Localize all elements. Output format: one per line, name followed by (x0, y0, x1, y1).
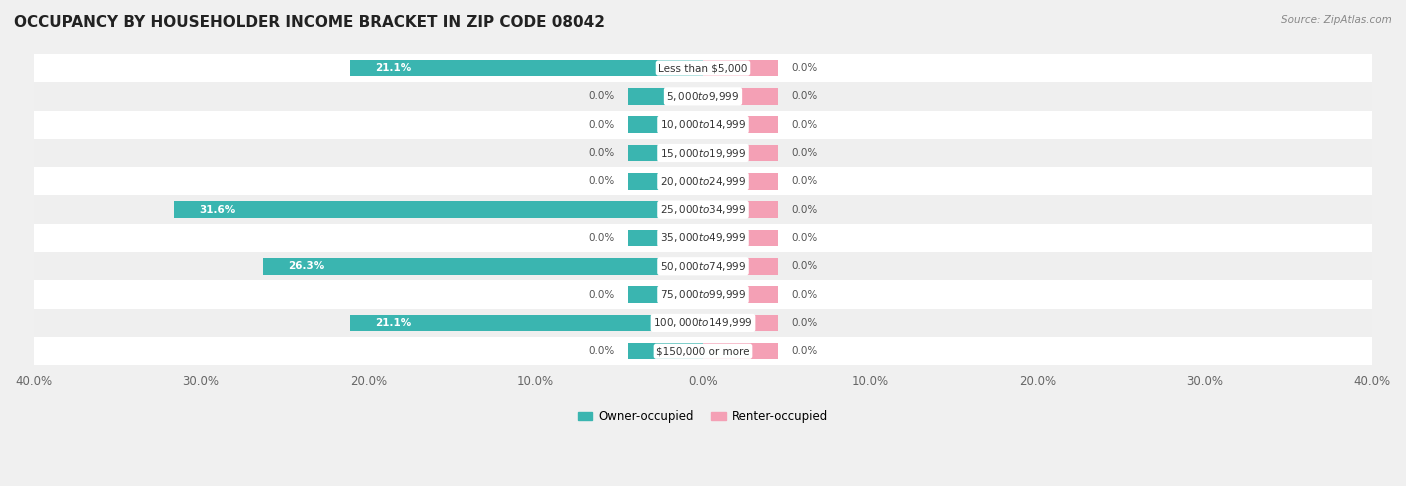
Text: $15,000 to $19,999: $15,000 to $19,999 (659, 146, 747, 159)
Text: 0.0%: 0.0% (588, 290, 614, 299)
Text: $150,000 or more: $150,000 or more (657, 346, 749, 356)
Bar (34, 309, 1372, 337)
Text: 31.6%: 31.6% (200, 205, 235, 215)
Text: $10,000 to $14,999: $10,000 to $14,999 (659, 118, 747, 131)
Text: 0.0%: 0.0% (588, 148, 614, 158)
Text: 0.0%: 0.0% (792, 176, 818, 186)
Text: Less than $5,000: Less than $5,000 (658, 63, 748, 73)
Bar (34, 167, 1372, 195)
Bar (263, 258, 703, 275)
Bar (703, 230, 779, 246)
Text: $5,000 to $9,999: $5,000 to $9,999 (666, 90, 740, 103)
Text: $50,000 to $74,999: $50,000 to $74,999 (659, 260, 747, 273)
Bar (703, 286, 779, 303)
Text: 0.0%: 0.0% (792, 261, 818, 271)
Bar (703, 201, 779, 218)
Bar (627, 117, 703, 133)
Bar (34, 139, 1372, 167)
Bar (703, 173, 779, 190)
Text: 0.0%: 0.0% (588, 233, 614, 243)
Text: 0.0%: 0.0% (588, 91, 614, 102)
Bar (34, 252, 1372, 280)
Legend: Owner-occupied, Renter-occupied: Owner-occupied, Renter-occupied (574, 406, 832, 428)
Bar (703, 258, 779, 275)
Bar (703, 343, 779, 360)
Bar (627, 286, 703, 303)
Text: 0.0%: 0.0% (792, 346, 818, 356)
Bar (703, 60, 779, 76)
Text: 21.1%: 21.1% (375, 318, 411, 328)
Text: $100,000 to $149,999: $100,000 to $149,999 (654, 316, 752, 330)
Bar (703, 88, 779, 104)
Text: $20,000 to $24,999: $20,000 to $24,999 (659, 175, 747, 188)
Bar (34, 54, 1372, 82)
Text: $25,000 to $34,999: $25,000 to $34,999 (659, 203, 747, 216)
Text: 0.0%: 0.0% (588, 346, 614, 356)
Bar (34, 337, 1372, 365)
Text: Source: ZipAtlas.com: Source: ZipAtlas.com (1281, 15, 1392, 25)
Text: 21.1%: 21.1% (375, 63, 411, 73)
Bar (174, 201, 703, 218)
Text: 0.0%: 0.0% (792, 91, 818, 102)
Bar (627, 343, 703, 360)
Text: 0.0%: 0.0% (792, 318, 818, 328)
Text: 0.0%: 0.0% (792, 233, 818, 243)
Bar (34, 280, 1372, 309)
Bar (703, 145, 779, 161)
Text: 0.0%: 0.0% (588, 176, 614, 186)
Bar (627, 230, 703, 246)
Bar (627, 88, 703, 104)
Bar (703, 117, 779, 133)
Bar (350, 315, 703, 331)
Text: OCCUPANCY BY HOUSEHOLDER INCOME BRACKET IN ZIP CODE 08042: OCCUPANCY BY HOUSEHOLDER INCOME BRACKET … (14, 15, 605, 30)
Bar (703, 315, 779, 331)
Text: $35,000 to $49,999: $35,000 to $49,999 (659, 231, 747, 244)
Text: 0.0%: 0.0% (792, 205, 818, 215)
Bar (34, 82, 1372, 110)
Text: 0.0%: 0.0% (792, 290, 818, 299)
Bar (627, 173, 703, 190)
Text: $75,000 to $99,999: $75,000 to $99,999 (659, 288, 747, 301)
Bar (34, 224, 1372, 252)
Text: 0.0%: 0.0% (792, 148, 818, 158)
Text: 0.0%: 0.0% (588, 120, 614, 130)
Bar (34, 195, 1372, 224)
Text: 0.0%: 0.0% (792, 120, 818, 130)
Text: 0.0%: 0.0% (792, 63, 818, 73)
Bar (350, 60, 703, 76)
Text: 26.3%: 26.3% (288, 261, 325, 271)
Bar (34, 110, 1372, 139)
Bar (627, 145, 703, 161)
